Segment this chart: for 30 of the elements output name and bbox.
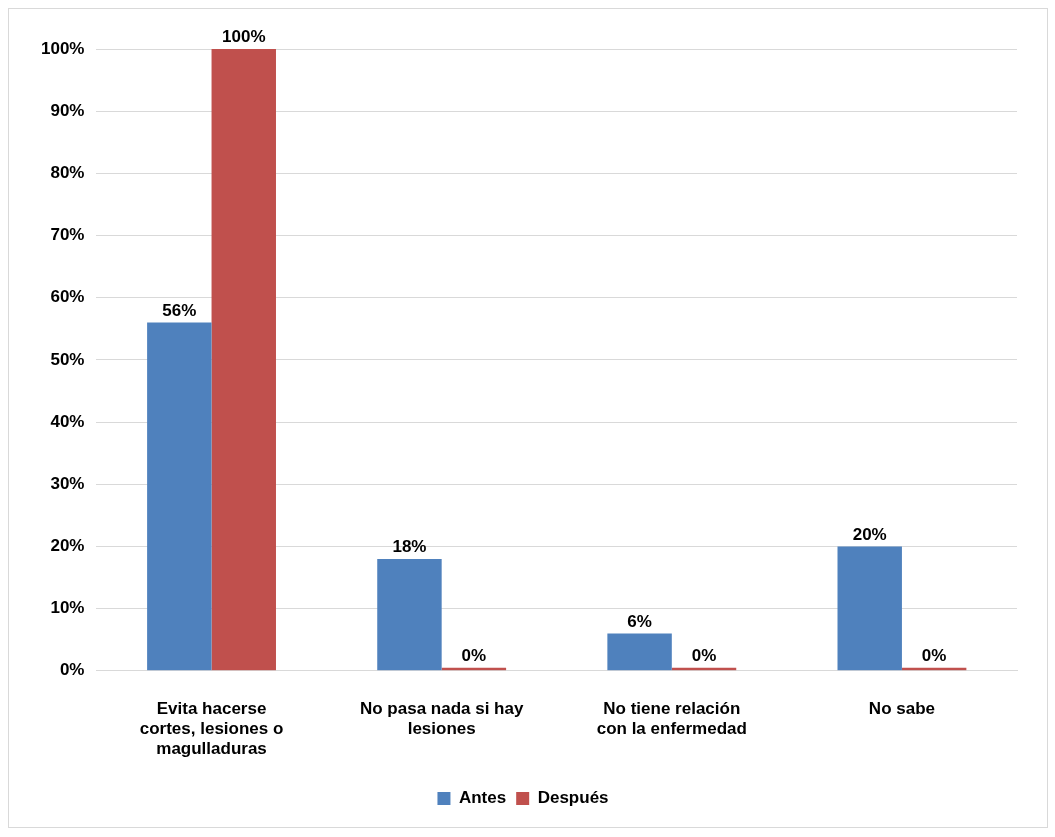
bar (147, 322, 212, 671)
bar (837, 546, 902, 671)
data-label: 0% (461, 645, 487, 665)
data-label: 0% (921, 645, 947, 665)
y-tick-label: 100% (41, 38, 85, 58)
legend-label: Después (537, 788, 609, 808)
y-tick-label: 90% (50, 100, 85, 120)
x-tick-label: No tiene relación con la enfermedad (596, 698, 747, 739)
data-label: 100% (222, 27, 266, 47)
bar (211, 49, 276, 671)
data-label: 6% (627, 611, 652, 631)
data-label: 56% (162, 300, 197, 320)
data-label: 18% (392, 537, 427, 557)
y-tick-label: 50% (50, 349, 85, 369)
y-tick-label: 10% (50, 598, 85, 618)
y-tick-label: 30% (50, 473, 85, 493)
data-label: 0% (691, 645, 717, 665)
x-tick-label: No sabe (868, 698, 936, 718)
y-tick-label: 60% (50, 287, 85, 307)
y-tick-label: 20% (50, 536, 85, 556)
bar (607, 633, 672, 671)
y-tick-label: 80% (50, 163, 85, 183)
data-label: 20% (852, 524, 887, 544)
x-tick-label: Evita hacerse cortes, lesiones o magulladuras (139, 698, 284, 759)
y-tick-label: 70% (50, 225, 85, 245)
bar (377, 558, 442, 671)
y-tick-label: 40% (50, 411, 85, 431)
x-tick-label: No pasa nada si hay lesiones (359, 698, 524, 739)
y-tick-label: 0% (59, 660, 85, 680)
legend-label: Antes (458, 788, 507, 808)
